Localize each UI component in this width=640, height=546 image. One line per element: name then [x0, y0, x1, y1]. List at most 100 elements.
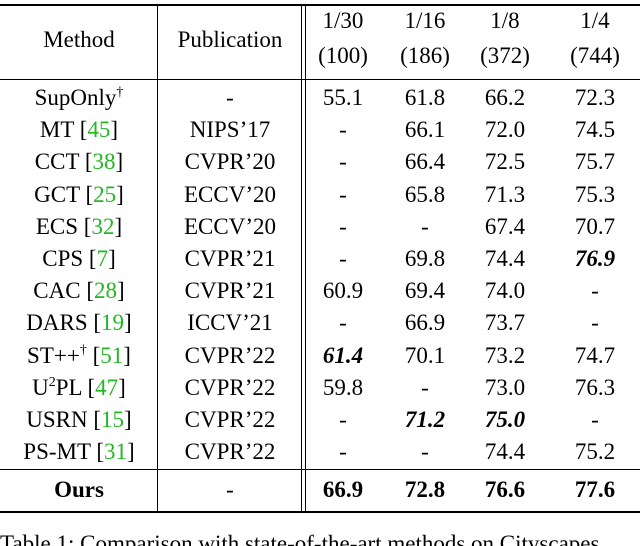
- method-text: 32: [91, 213, 115, 239]
- method-text: 28: [94, 278, 118, 304]
- method-cell: GCT [25]: [0, 181, 158, 209]
- value-cell: -: [421, 374, 429, 400]
- value-cell: 77.6: [574, 477, 616, 502]
- method-cell: Ours: [0, 476, 158, 504]
- method-text: †: [79, 342, 87, 358]
- value-cell: 72.3: [574, 85, 616, 110]
- method-text: ]: [108, 246, 116, 271]
- publication-cell: ECCV’20: [184, 181, 276, 207]
- method-cell: CAC [28]: [0, 277, 158, 305]
- method-cell: MT [45]: [0, 116, 158, 144]
- method-text: 51: [100, 342, 124, 368]
- method-text: [: [96, 439, 105, 465]
- value-cell: 67.4: [484, 213, 526, 239]
- method-cell: ECS [32]: [0, 213, 158, 241]
- publication-cell: NIPS’17: [189, 117, 271, 143]
- value-cell: -: [339, 407, 347, 432]
- method-text: [: [86, 278, 95, 304]
- method-text: MT: [39, 117, 80, 143]
- method-text: PS-MT: [23, 439, 97, 465]
- method-text: ]: [115, 149, 124, 175]
- method-text: ]: [124, 310, 132, 336]
- publication-cell: CVPR’22: [184, 439, 276, 465]
- method-text: 2: [48, 374, 56, 390]
- header-ratio: 1/8: [490, 8, 520, 33]
- method-text: ]: [117, 278, 125, 304]
- value-cell: 72.5: [484, 149, 526, 175]
- value-cell: -: [339, 310, 347, 336]
- value-cell: -: [339, 181, 347, 207]
- method-text: USRN: [26, 407, 94, 432]
- value-cell: 73.0: [484, 374, 526, 400]
- method-text: ]: [124, 407, 132, 432]
- bottom-rule: [0, 511, 640, 513]
- method-text: ECS: [35, 213, 84, 239]
- method-text: 38: [92, 149, 116, 175]
- method-text: ]: [118, 374, 126, 400]
- value-cell: -: [339, 439, 347, 465]
- value-cell: -: [591, 278, 599, 304]
- method-cell: USRN [15]: [0, 406, 158, 434]
- top-rule: [0, 4, 640, 6]
- method-text: CAC: [33, 278, 87, 304]
- method-text: CPS: [42, 246, 89, 271]
- method-text: ]: [110, 117, 119, 143]
- value-cell: 75.0: [484, 407, 526, 432]
- value-cell: 74.7: [574, 342, 616, 368]
- method-text: DARS: [26, 310, 94, 336]
- header-count: (744): [570, 43, 620, 68]
- method-text: GCT: [34, 181, 86, 207]
- value-cell: 72.0: [484, 117, 526, 143]
- method-text: Ours: [54, 477, 104, 502]
- value-cell: 75.7: [574, 149, 616, 175]
- publication-cell: ECCV’20: [184, 213, 276, 239]
- value-cell: 74.4: [484, 439, 526, 465]
- value-cell: 66.4: [404, 149, 446, 175]
- value-cell: 76.3: [574, 374, 616, 400]
- method-text: ]: [116, 181, 124, 207]
- method-text: [: [79, 117, 88, 143]
- column-divider: [301, 6, 302, 511]
- publication-cell: CVPR’20: [184, 149, 276, 175]
- method-text: 47: [95, 374, 119, 400]
- value-cell: 73.7: [484, 310, 526, 336]
- publication-cell: CVPR’22: [184, 374, 276, 400]
- method-text: †: [116, 85, 124, 100]
- method-text: [: [85, 181, 94, 207]
- header-publication: Publication: [177, 27, 283, 52]
- method-cell: CPS [7]: [0, 245, 158, 273]
- method-text: ]: [123, 342, 131, 368]
- value-cell: 66.9: [322, 477, 364, 502]
- header-method: Method: [43, 27, 115, 52]
- method-cell: ST++† [51]: [0, 342, 158, 370]
- method-text: [: [93, 310, 102, 336]
- caption: Table 1: Comparison with state-of-the-ar…: [0, 531, 600, 546]
- header-ratio: 1/16: [404, 8, 446, 33]
- value-cell: 66.9: [404, 310, 446, 336]
- method-text: 19: [101, 310, 125, 336]
- method-text: ]: [114, 213, 123, 239]
- value-cell: 70.1: [404, 342, 446, 368]
- header-ratio: 1/4: [580, 8, 610, 33]
- header-ratio: 1/30: [322, 8, 364, 33]
- publication-cell: CVPR’21: [184, 246, 276, 271]
- value-cell: 69.4: [404, 278, 446, 304]
- publication-cell: -: [226, 477, 234, 502]
- method-text: 7: [96, 246, 109, 271]
- method-text: [: [83, 213, 92, 239]
- publication-cell: -: [226, 85, 234, 110]
- value-cell: 61.4: [322, 342, 364, 368]
- value-cell: -: [339, 213, 347, 239]
- value-cell: 71.2: [404, 407, 446, 432]
- value-cell: 66.1: [404, 117, 446, 143]
- method-cell: U2PL [47]: [0, 374, 158, 402]
- value-cell: 55.1: [322, 85, 364, 110]
- value-cell: 76.6: [484, 477, 526, 502]
- value-cell: 66.2: [484, 85, 526, 110]
- method-text: PL [: [55, 374, 96, 400]
- method-text: CCT: [34, 149, 85, 175]
- method-cell: CCT [38]: [0, 148, 158, 176]
- method-text: 15: [101, 407, 125, 432]
- method-text: SupOnly: [34, 85, 117, 110]
- value-cell: 59.8: [322, 374, 364, 400]
